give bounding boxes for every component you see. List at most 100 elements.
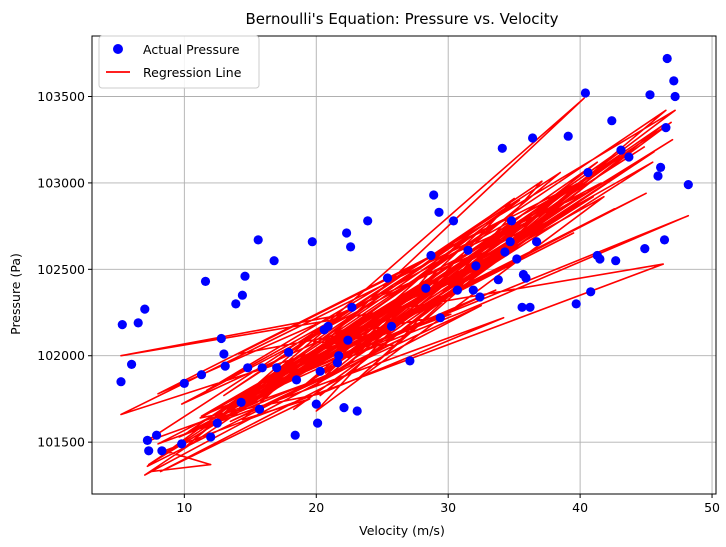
data-point (435, 313, 445, 323)
legend-marker-actual-pressure (113, 44, 123, 54)
data-point (219, 349, 229, 359)
regression-line (120, 97, 690, 476)
regression-line-layer (120, 97, 690, 476)
chart-title: Bernoulli's Equation: Pressure vs. Veloc… (246, 10, 559, 28)
legend-box (98, 35, 260, 89)
data-point (243, 363, 253, 373)
data-point (363, 216, 373, 226)
data-point (179, 378, 189, 388)
tick-layer: 10 20 30 40 50 101500 102000 102500 103000 103500 (37, 89, 720, 515)
data-point (307, 237, 317, 247)
data-point (571, 299, 581, 309)
data-point (212, 418, 222, 428)
data-point (144, 446, 154, 456)
data-point (236, 397, 246, 407)
data-point (332, 358, 342, 368)
data-point (133, 318, 143, 328)
data-point (352, 406, 362, 416)
data-point (342, 228, 352, 238)
data-point (653, 171, 663, 181)
data-point (240, 271, 250, 281)
data-point (448, 216, 459, 226)
data-point (624, 152, 634, 162)
data-point (290, 430, 300, 440)
data-point (142, 435, 152, 445)
legend: Actual Pressure Regression Line (98, 35, 260, 89)
y-tick-label: 102000 (37, 348, 85, 363)
y-axis-title: Pressure (Pa) (8, 253, 23, 335)
data-point (583, 167, 593, 178)
data-point (563, 131, 573, 141)
data-point (471, 261, 481, 271)
data-point (196, 370, 207, 380)
data-point (177, 439, 187, 449)
data-point (140, 304, 150, 314)
data-point (506, 216, 517, 226)
data-point (323, 321, 333, 331)
data-point (580, 88, 591, 98)
data-point (616, 145, 626, 155)
data-point (284, 347, 294, 357)
data-point (157, 446, 167, 456)
data-point (662, 53, 672, 64)
data-point (127, 359, 137, 369)
data-point (475, 292, 485, 302)
x-tick-label: 40 (572, 500, 588, 515)
data-point (611, 256, 621, 266)
data-point (339, 403, 349, 413)
data-point (645, 90, 655, 100)
data-point (468, 285, 478, 295)
x-tick-label: 10 (176, 500, 192, 515)
data-point (386, 321, 397, 331)
data-point (200, 276, 211, 286)
data-point (313, 418, 323, 428)
x-axis-title: Velocity (m/s) (359, 523, 445, 538)
legend-label-regression-line: Regression Line (143, 65, 242, 80)
data-point (382, 273, 393, 283)
data-point (497, 143, 507, 153)
data-point (670, 91, 680, 102)
data-point (595, 254, 605, 264)
data-point (661, 123, 671, 133)
data-point (452, 285, 462, 295)
data-point (525, 302, 535, 312)
data-point (669, 76, 679, 86)
data-point (463, 245, 473, 255)
data-point (586, 287, 596, 297)
data-point (334, 351, 344, 361)
data-point (117, 320, 127, 330)
data-point (347, 302, 357, 312)
data-point (291, 375, 302, 385)
data-point (500, 247, 510, 257)
data-point (253, 235, 263, 245)
data-point (272, 363, 282, 373)
data-point (656, 162, 666, 172)
data-point (116, 377, 126, 387)
data-point (206, 432, 216, 442)
data-point (493, 275, 503, 285)
data-point (311, 399, 321, 409)
data-point (683, 180, 693, 190)
data-point (640, 244, 650, 254)
x-tick-label: 50 (704, 500, 720, 515)
data-point (315, 366, 325, 376)
data-point (343, 335, 353, 345)
legend-label-actual-pressure: Actual Pressure (143, 42, 240, 57)
data-point (505, 237, 515, 247)
data-point (426, 250, 436, 261)
data-point (429, 190, 439, 200)
y-tick-label: 103500 (37, 89, 85, 104)
data-point (216, 333, 226, 344)
y-tick-label: 103000 (37, 175, 85, 190)
data-point (607, 116, 617, 126)
data-point (434, 207, 444, 217)
axes-frame (91, 35, 717, 495)
data-point (152, 430, 162, 440)
data-point (269, 256, 279, 266)
data-point (528, 133, 538, 143)
y-tick-label: 102500 (37, 262, 85, 277)
plot-area: 10 20 30 40 50 101500 102000 102500 103000 103500 (37, 35, 720, 515)
data-point (532, 237, 542, 247)
